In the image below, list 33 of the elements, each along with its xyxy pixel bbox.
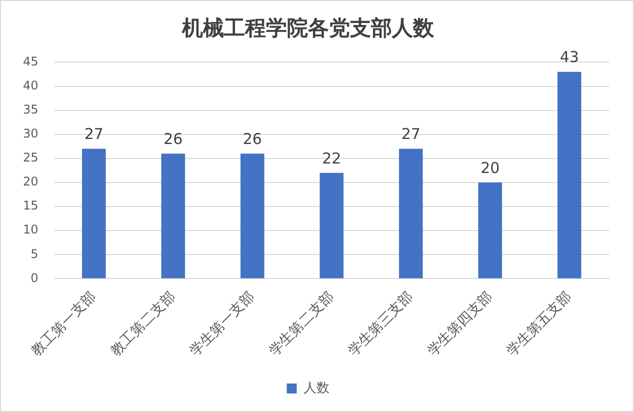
y-tick-label: 40 [22, 78, 38, 92]
x-tick-label: 学生第一支部 [187, 288, 258, 360]
data-label: 20 [480, 158, 500, 177]
data-label: 27 [84, 125, 104, 144]
legend-label: 人数 [303, 380, 330, 396]
bar [557, 72, 582, 278]
x-tick-label: 教工第一支部 [28, 288, 100, 360]
x-tick-label: 学生第五支部 [504, 288, 575, 360]
x-tick-label: 学生第四支部 [424, 288, 496, 360]
data-label: 43 [560, 48, 579, 66]
x-tick-label: 学生第三支部 [346, 288, 416, 360]
y-tick-label: 0 [30, 270, 38, 285]
data-label: 27 [401, 125, 420, 144]
bar [161, 154, 186, 278]
x-tick-label: 教工第二支部 [108, 288, 179, 360]
data-label: 26 [242, 130, 262, 148]
y-tick-label: 15 [22, 198, 38, 213]
x-tick-label: 学生第二支部 [266, 288, 338, 360]
y-tick-label: 45 [22, 54, 38, 68]
y-tick-label: 35 [22, 102, 38, 116]
y-tick-label: 30 [22, 126, 38, 140]
data-label: 22 [322, 149, 342, 168]
bar [320, 172, 344, 278]
bar [398, 148, 423, 278]
y-tick-label: 25 [22, 150, 38, 165]
y-tick-label: 20 [22, 174, 38, 189]
y-tick-label: 10 [22, 222, 38, 237]
bar [82, 148, 106, 278]
y-tick-label: 5 [30, 246, 38, 261]
chart-title: 机械工程学院各党支部人数 [181, 16, 435, 40]
bar [240, 154, 264, 278]
data-label: 26 [164, 130, 183, 148]
bar [478, 182, 502, 278]
